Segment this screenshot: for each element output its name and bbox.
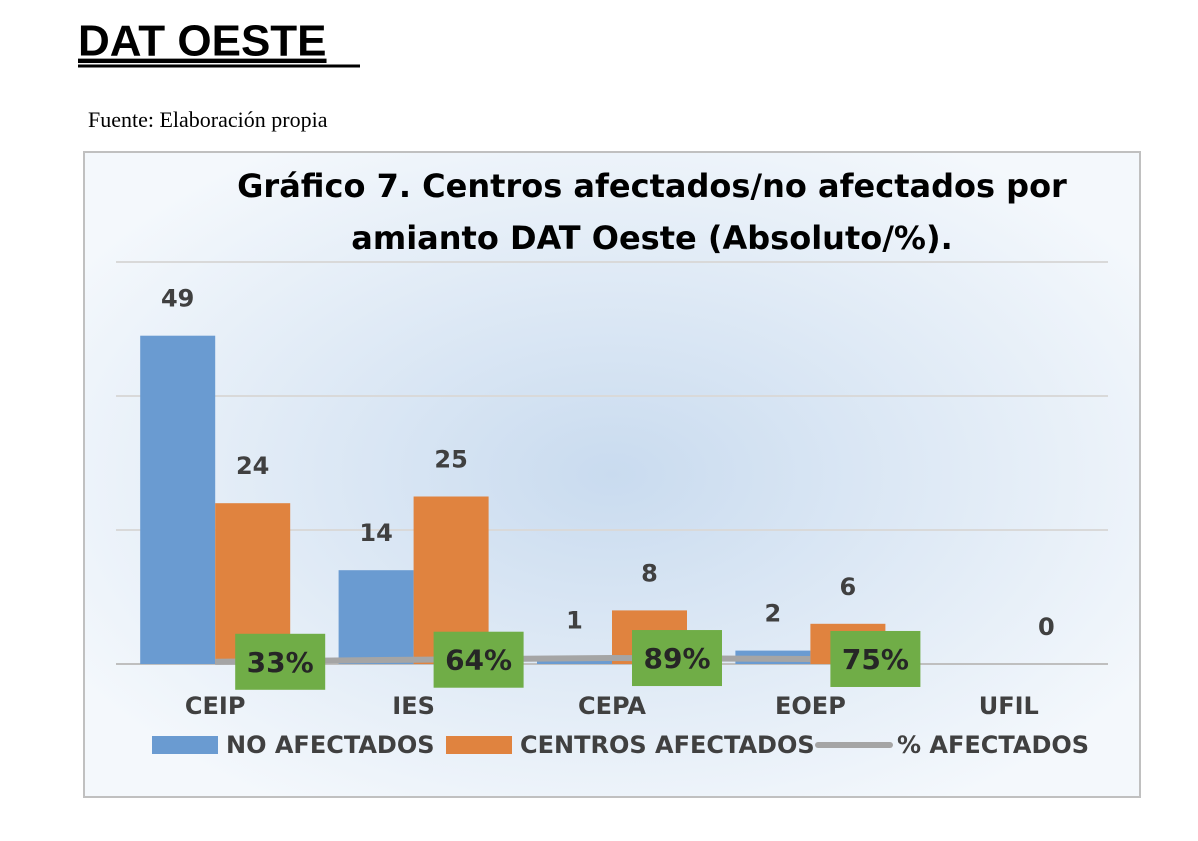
- chart-title: amianto DAT Oeste (Absoluto/%).: [351, 219, 953, 257]
- data-label: 64%: [445, 644, 512, 677]
- bar: [140, 335, 216, 664]
- data-label: 49: [161, 285, 194, 313]
- x-tick-label: CEPA: [578, 692, 646, 720]
- data-label-box: [632, 630, 722, 687]
- data-label-box: [830, 630, 921, 687]
- source-note: Fuente: Elaboración propia: [88, 107, 328, 132]
- data-label: 0: [1038, 613, 1055, 641]
- legend-swatch: [152, 736, 218, 754]
- data-label: 25: [434, 446, 467, 474]
- data-label: 6: [840, 573, 857, 601]
- data-label-box: [433, 631, 524, 688]
- data-label: 2: [765, 600, 782, 628]
- legend-label: NO AFECTADOS: [226, 731, 435, 759]
- data-label-box: [235, 633, 326, 690]
- data-label: 89%: [643, 642, 710, 675]
- data-label: 75%: [842, 643, 909, 676]
- legend-label: % AFECTADOS: [897, 731, 1089, 759]
- x-tick-label: CEIP: [185, 692, 246, 720]
- legend-label: CENTROS AFECTADOS: [520, 731, 815, 759]
- chart-title: Gráfico 7. Centros afectados/no afectado…: [237, 167, 1067, 205]
- x-tick-label: UFIL: [979, 692, 1039, 720]
- x-tick-label: EOEP: [775, 692, 846, 720]
- data-label: 1: [566, 606, 583, 634]
- x-tick-label: IES: [392, 692, 435, 720]
- legend-swatch: [446, 736, 512, 754]
- bar: [338, 570, 414, 664]
- data-label: 14: [359, 519, 392, 547]
- data-label: 24: [236, 452, 269, 480]
- heading: DAT OESTE: [78, 17, 327, 66]
- plot: 49 14 1 2 24 25 8 6 0 33% 64% 89% 75% CEIP IES CEPA EOEP…: [116, 261, 1108, 759]
- data-label: 8: [641, 559, 658, 587]
- data-label: 33%: [247, 646, 314, 679]
